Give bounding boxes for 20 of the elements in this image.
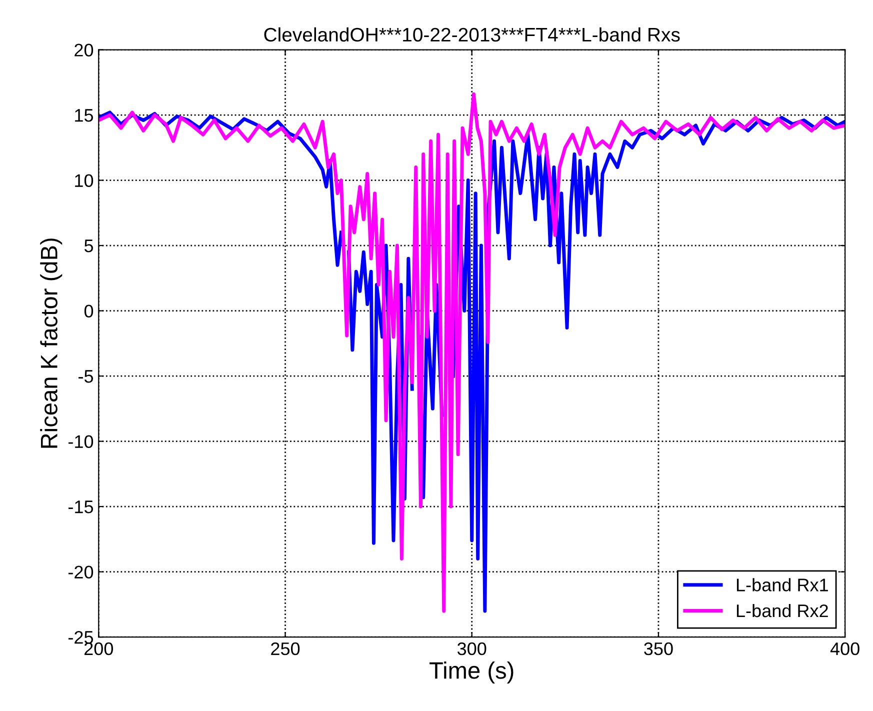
y-tick-label: -5 [78,370,94,383]
legend-label: L-band Rx2 [736,604,828,618]
x-tick-label: 250 [271,642,300,656]
y-tick-label: 0 [84,304,94,318]
y-tick-label: 15 [75,109,94,122]
x-tick-label: 300 [457,642,486,656]
y-tick-label: 10 [75,174,94,187]
x-tick-label: 350 [644,642,673,656]
y-tick-label: 20 [74,44,94,56]
x-tick-label: 400 [830,642,860,656]
y-tick-label: 5 [84,240,94,252]
x-tick-label: 200 [84,642,114,656]
y-axis-title: Ricean K factor (dB) [40,238,62,448]
y-tick-label: -15 [68,500,94,514]
chart-title: ClevelandOH***10-22-2013***FT4***L-band Rxs [264,27,680,42]
legend-label: L-band Rx1 [736,578,828,592]
y-tick-label: -10 [68,435,94,448]
y-tick-label: -20 [68,566,94,579]
y-tick-label: -25 [68,630,94,644]
x-axis-title: Time (s) [430,662,514,684]
